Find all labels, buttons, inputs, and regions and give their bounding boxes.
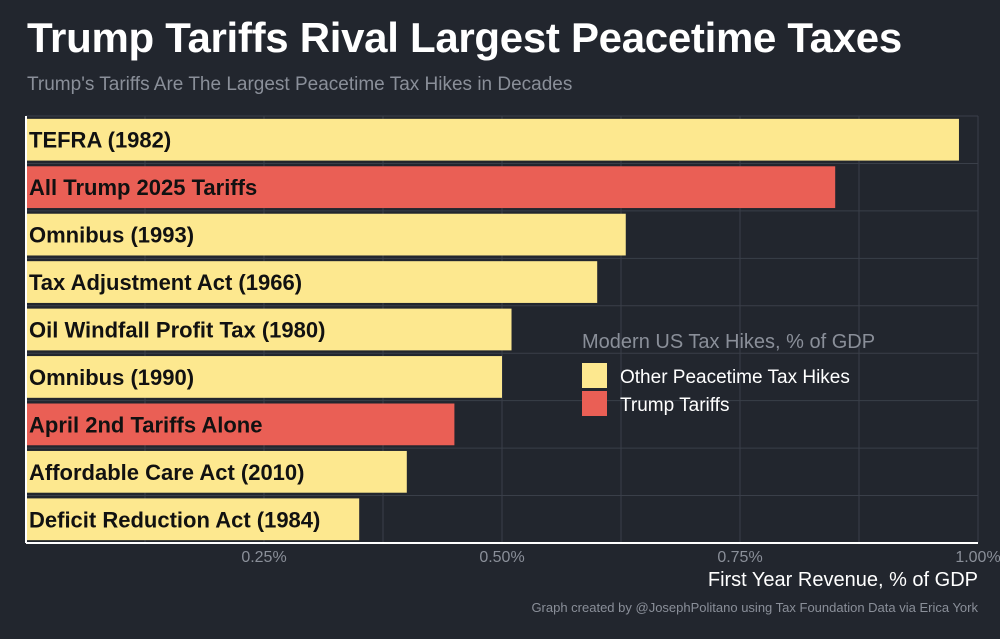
x-tick-label: 0.25% — [241, 549, 286, 566]
bar-label: All Trump 2025 Tariffs — [29, 175, 257, 200]
bar-label: Omnibus (1993) — [29, 223, 194, 248]
bar-label: Deficit Reduction Act (1984) — [29, 507, 320, 532]
bar-label: TEFRA (1982) — [29, 128, 171, 153]
bars: TEFRA (1982) All Trump 2025 Tariffs Omnibu… — [26, 118, 959, 541]
axes: 0.25% 0.50% 0.75% 1.00% First Year Revenue, … — [25, 116, 1000, 591]
bar-label: April 2nd Tariffs Alone — [29, 412, 262, 437]
bar-2 — [26, 166, 836, 209]
bar-5 — [26, 308, 512, 351]
chart-subtitle: Trump's Tariffs Are The Largest Peacetim… — [27, 74, 573, 95]
legend-title: Modern US Tax Hikes, % of GDP — [582, 331, 875, 353]
bar-4 — [26, 261, 598, 303]
bar-3 — [26, 213, 626, 256]
x-tick-label: 1.00% — [955, 549, 1000, 566]
x-axis-title: First Year Revenue, % of GDP — [708, 569, 978, 591]
bar-8 — [26, 450, 407, 493]
bar-9 — [26, 498, 360, 541]
bar-label: Omnibus (1990) — [29, 365, 194, 390]
legend-swatch-trump — [582, 391, 607, 416]
bar-label: Oil Windfall Profit Tax (1980) — [29, 318, 325, 343]
bar-7 — [26, 403, 455, 446]
chart-title: Trump Tariffs Rival Largest Peacetime Ta… — [27, 14, 902, 61]
x-tick-label: 0.50% — [479, 549, 524, 566]
legend-label-other: Other Peacetime Tax Hikes — [620, 367, 850, 388]
source-credit: Graph created by @JosephPolitano using T… — [531, 600, 978, 615]
bar-label: Tax Adjustment Act (1966) — [29, 270, 302, 295]
legend: Modern US Tax Hikes, % of GDP Other Peace… — [582, 331, 875, 416]
legend-swatch-other — [582, 363, 607, 388]
x-tick-label: 0.75% — [717, 549, 762, 566]
bar-1 — [26, 118, 959, 161]
legend-label-trump: Trump Tariffs — [620, 395, 729, 416]
bar-label: Affordable Care Act (2010) — [29, 460, 304, 485]
bar-6 — [26, 356, 502, 398]
